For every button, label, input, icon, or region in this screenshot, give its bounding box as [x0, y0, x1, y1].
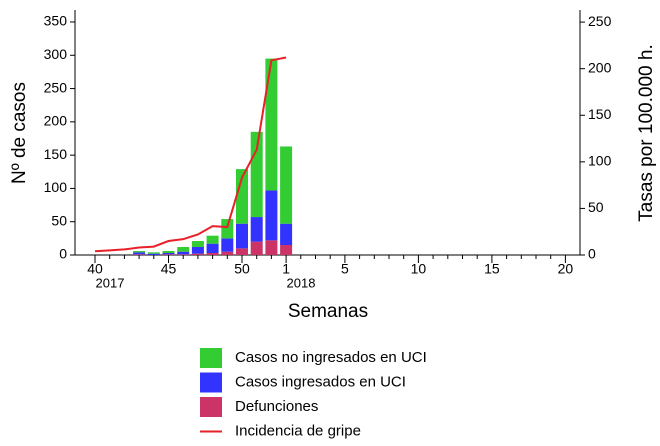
x-tick-label: 40 — [87, 261, 103, 277]
y2-axis-title: Tasas por 100.000 h. — [636, 44, 657, 221]
bar-segment — [177, 254, 190, 255]
x-tick-label: 45 — [161, 261, 177, 277]
bar-segment — [147, 252, 160, 254]
x-tick-label: 5 — [341, 261, 349, 277]
bar-segment — [162, 254, 175, 255]
y2-tick-label: 50 — [588, 199, 604, 215]
bar-segment — [133, 254, 146, 255]
bar-segment — [147, 253, 160, 255]
y-tick-label: 150 — [44, 146, 68, 162]
bar-segment — [280, 245, 293, 255]
bar-segment — [191, 247, 204, 254]
y-tick-label: 250 — [44, 79, 68, 95]
bar-segment — [133, 251, 146, 253]
x-tick-label: 15 — [484, 261, 500, 277]
y-axis-title: Nº de casos — [9, 82, 30, 184]
y-tick-label: 100 — [44, 179, 68, 195]
bar-segment — [221, 219, 234, 239]
legend-swatch — [200, 372, 222, 393]
x-tick-label: 10 — [411, 261, 427, 277]
bar-segment — [162, 253, 175, 255]
bar-segment — [162, 251, 175, 254]
y2-tick-label: 0 — [588, 246, 596, 262]
legend-label: Incidencia de gripe — [235, 422, 361, 439]
bar-segment — [191, 241, 204, 248]
legend-label: Defunciones — [235, 398, 318, 415]
bar-segment — [265, 58, 278, 191]
x-axis-title: Semanas — [288, 301, 368, 322]
bar-segment — [177, 251, 190, 255]
bar-segment — [206, 235, 219, 244]
y-tick-label: 50 — [51, 212, 67, 228]
bar-segment — [250, 217, 263, 242]
x-tick-label: 20 — [558, 261, 574, 277]
y2-tick-label: 200 — [588, 59, 612, 75]
y2-tick-label: 150 — [588, 106, 612, 122]
y2-tick-label: 250 — [588, 13, 612, 29]
bar-segment — [221, 238, 234, 252]
y-tick-label: 200 — [44, 113, 68, 129]
line — [94, 56, 287, 253]
bar-segment — [191, 253, 204, 255]
x-year-label: 2018 — [287, 275, 316, 290]
bar-segment — [250, 241, 263, 255]
y-tick-label: 300 — [44, 46, 68, 62]
legend-swatch — [200, 397, 222, 417]
bar-segment — [265, 240, 278, 255]
legend-label: Casos no ingresados en UCI — [235, 349, 427, 366]
bar-segment — [250, 131, 263, 218]
bar-segment — [265, 190, 278, 241]
y-tick-label: 0 — [59, 246, 67, 262]
bar-segment — [133, 252, 146, 255]
bar-segment — [177, 247, 190, 252]
bar-segment — [236, 223, 248, 249]
y2-tick-label: 100 — [588, 153, 612, 169]
bar-segment — [280, 223, 293, 246]
bar-segment — [280, 146, 293, 224]
legend-label: Casos ingresados en UCI — [235, 373, 406, 390]
bar-segment — [236, 248, 248, 255]
y-tick-label: 350 — [44, 13, 68, 29]
bar-segment — [206, 253, 219, 255]
x-tick-label: 1 — [282, 261, 290, 277]
x-tick-label: 50 — [234, 261, 250, 277]
x-year-label: 2017 — [96, 275, 125, 290]
legend-swatch — [200, 348, 222, 368]
bar-segment — [236, 169, 248, 224]
bar-segment — [221, 251, 234, 255]
bar-segment — [206, 243, 219, 254]
